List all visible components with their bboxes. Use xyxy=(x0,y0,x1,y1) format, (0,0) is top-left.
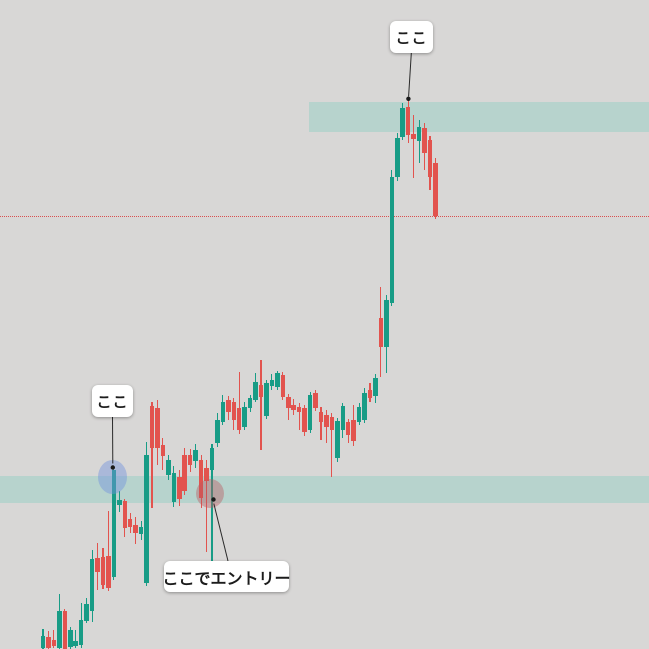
bearish-candle-body xyxy=(302,408,307,432)
bearish-candle-body xyxy=(313,393,318,408)
bullish-candle-body xyxy=(362,393,367,420)
candle-wick xyxy=(53,630,55,648)
bearish-candle-body xyxy=(122,501,128,528)
bearish-candle-body xyxy=(433,163,438,216)
candle-wick xyxy=(107,511,109,591)
bullish-candle-body xyxy=(400,108,405,137)
bearish-candle-body xyxy=(422,128,427,153)
bullish-candle-body xyxy=(209,448,215,470)
bearish-candle-body xyxy=(345,422,351,435)
annotation-label-entry: ここでエントリー xyxy=(163,561,291,592)
candle-wick xyxy=(205,460,208,552)
bullish-candle-body xyxy=(84,604,89,621)
bullish-candle-body xyxy=(57,611,62,648)
bearish-candle-body xyxy=(46,637,51,648)
resistance-zone-top xyxy=(308,102,649,132)
bearish-candle-body xyxy=(405,107,411,135)
candle-wick xyxy=(418,120,420,163)
bearish-candle-body xyxy=(198,460,204,498)
bullish-candle-body xyxy=(40,636,46,648)
candle-wick xyxy=(238,372,240,434)
bearish-candle-body xyxy=(367,390,373,398)
bearish-candle-body xyxy=(155,408,160,448)
bullish-candle-body xyxy=(340,406,346,430)
bullish-candle-body xyxy=(253,382,258,400)
bearish-candle-body xyxy=(133,525,138,533)
candle-wick xyxy=(151,402,153,508)
bearish-candle-body xyxy=(51,640,57,646)
bullish-candle-body xyxy=(138,527,144,534)
bearish-candle-body xyxy=(291,405,296,410)
bearish-candle-body xyxy=(204,468,209,481)
bullish-candle-body xyxy=(144,455,149,583)
annotation-label-left: ここ xyxy=(92,385,133,417)
bearish-candle-body xyxy=(258,385,264,397)
candle-wick xyxy=(75,630,77,648)
bearish-candle-body xyxy=(351,420,356,441)
bullish-candle-body xyxy=(117,500,122,505)
bullish-candle-body xyxy=(215,420,220,443)
bullish-candle-body xyxy=(269,380,275,386)
bullish-candle-body xyxy=(275,373,280,387)
bearish-candle-body xyxy=(286,397,291,408)
bullish-candle-body xyxy=(395,138,400,177)
bullish-candle-body xyxy=(220,402,226,422)
bullish-candle-body xyxy=(78,620,84,645)
bearish-candle-body xyxy=(280,375,286,397)
bearish-candle-body xyxy=(231,402,237,420)
bullish-candle-body xyxy=(68,630,73,647)
bearish-candle-body xyxy=(296,407,302,412)
support-zone-bottom xyxy=(0,476,649,503)
bullish-candle-body xyxy=(89,559,95,611)
bullish-candle-body xyxy=(111,470,117,577)
bullish-candle-body xyxy=(193,450,198,461)
bearish-candle-body xyxy=(62,611,68,649)
bearish-candle-body xyxy=(95,558,100,572)
bullish-candle-body xyxy=(242,407,247,427)
bearish-candle-body xyxy=(182,455,187,491)
bullish-candle-body xyxy=(384,300,389,347)
bearish-candle-body xyxy=(177,477,182,499)
bearish-candle-body xyxy=(411,134,416,139)
bullish-candle-body xyxy=(416,127,422,141)
candle-wick xyxy=(260,360,262,450)
candle-wick xyxy=(211,444,213,562)
price-dotted-line xyxy=(0,216,649,217)
bearish-candle-body xyxy=(324,415,329,427)
bearish-candle-body xyxy=(329,417,335,430)
bearish-candle-body xyxy=(318,412,324,422)
bullish-candle-body xyxy=(335,421,340,458)
bullish-candle-body xyxy=(166,460,171,475)
bearish-candle-body xyxy=(160,445,166,456)
bearish-candle-body xyxy=(378,318,384,347)
candle-wick xyxy=(298,403,300,430)
candle-wick xyxy=(331,413,333,477)
bullish-candle-body xyxy=(373,378,378,396)
bearish-candle-body xyxy=(149,406,155,448)
annotation-label-top: ここ xyxy=(390,21,433,53)
bearish-candle-body xyxy=(187,455,193,465)
bearish-candle-body xyxy=(226,400,231,412)
candle-wick xyxy=(413,115,415,178)
candle-wick xyxy=(320,407,322,440)
bullish-candle-body xyxy=(264,383,269,416)
bullish-candle-body xyxy=(307,395,313,430)
bearish-candle-body xyxy=(127,519,133,527)
bullish-candle-body xyxy=(73,641,78,646)
bullish-candle-body xyxy=(171,473,177,502)
bearish-candle-body xyxy=(106,556,111,588)
entry-highlight-circle-pink xyxy=(195,479,224,508)
bullish-candle-body xyxy=(247,398,253,408)
bearish-candle-body xyxy=(100,557,106,585)
bullish-candle-body xyxy=(389,177,395,303)
bearish-candle-body xyxy=(236,408,242,430)
bearish-candle-body xyxy=(427,140,433,177)
bullish-candle-body xyxy=(356,407,362,422)
